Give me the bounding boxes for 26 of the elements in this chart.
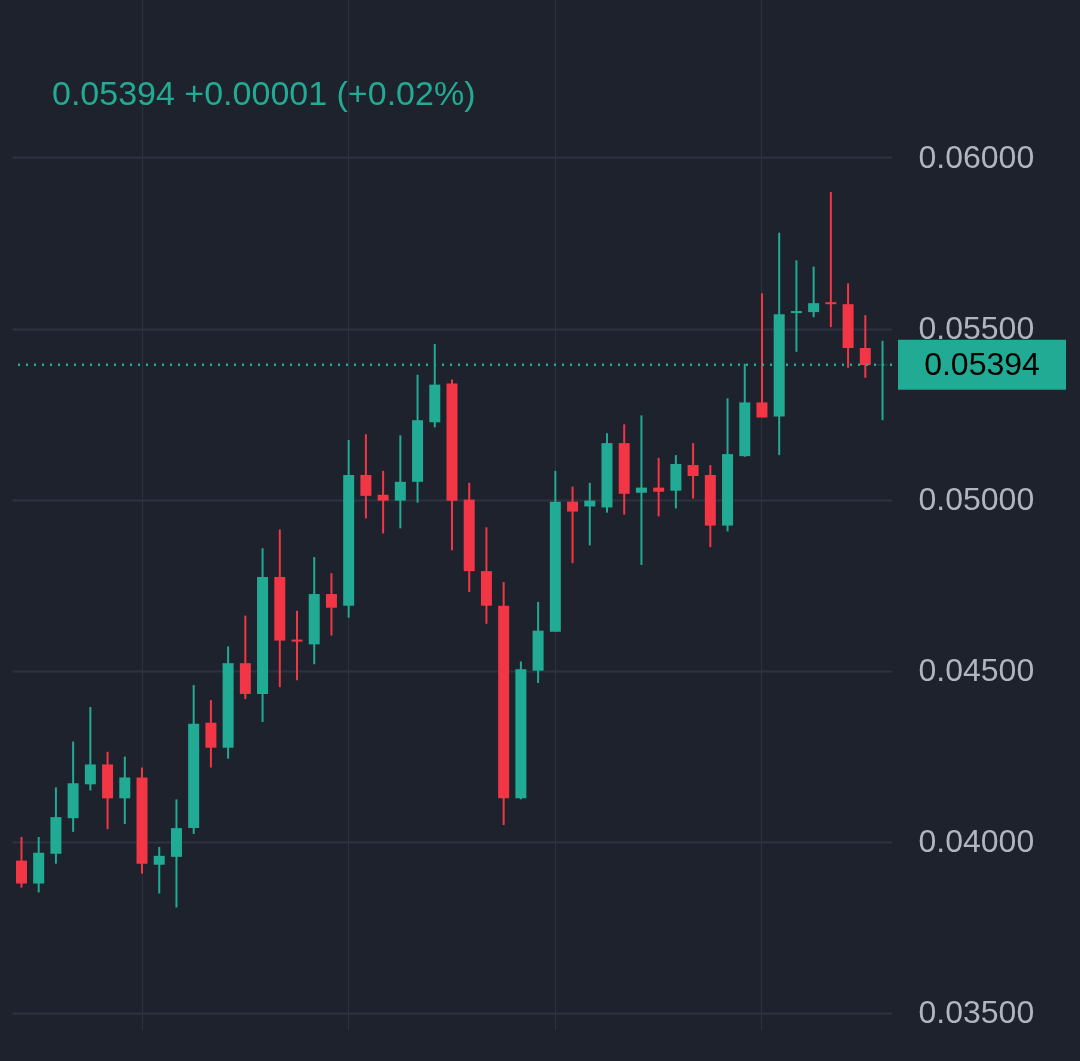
y-tick-label: 0.04500 bbox=[918, 652, 1035, 689]
y-tick-label: 0.06000 bbox=[918, 138, 1035, 175]
candlestick bbox=[360, 433, 372, 520]
candlestick bbox=[394, 434, 406, 530]
candlestick bbox=[325, 572, 337, 637]
y-tick-label: 0.05000 bbox=[918, 481, 1035, 518]
candlestick bbox=[635, 414, 647, 566]
candlestick bbox=[859, 314, 871, 379]
candlestick bbox=[15, 836, 27, 889]
candlestick bbox=[687, 442, 699, 500]
y-tick-label: 0.03500 bbox=[918, 994, 1035, 1031]
candlestick bbox=[377, 469, 389, 535]
candlestick bbox=[153, 845, 165, 895]
candlestick bbox=[790, 259, 802, 353]
y-tick-label: 0.04000 bbox=[918, 823, 1035, 860]
candlestick bbox=[808, 265, 820, 319]
ref-line-label: 0.05394 bbox=[924, 345, 1040, 382]
candlestick bbox=[756, 292, 768, 419]
candlestick bbox=[567, 485, 579, 565]
candlestick bbox=[119, 755, 131, 825]
candlestick bbox=[825, 190, 837, 329]
text: 0.05394 +0.00001 (+0.02%) bbox=[52, 74, 476, 113]
candlestick bbox=[84, 705, 96, 792]
y-tick-label: 0.05500 bbox=[918, 310, 1035, 346]
candlestick bbox=[291, 609, 303, 682]
candlestick bbox=[653, 456, 665, 518]
